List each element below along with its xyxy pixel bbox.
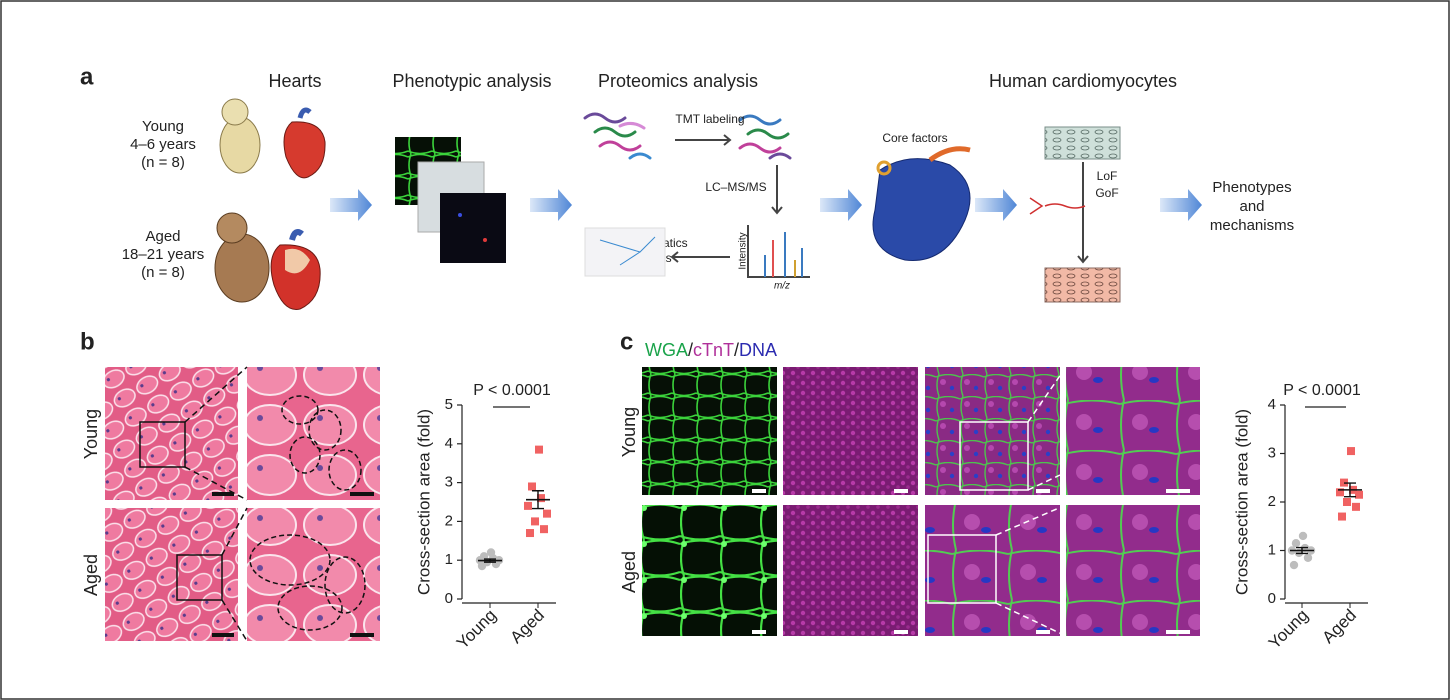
stain-name: cTnT <box>693 340 734 360</box>
y-axis-label: Cross-section area (fold) <box>1232 409 1251 595</box>
arrow <box>670 251 730 263</box>
phenotypic-images <box>395 137 506 263</box>
step-label: Core factors <box>882 131 947 145</box>
y-tick-label: 4 <box>1268 396 1276 413</box>
y-tick-label: 4 <box>445 435 453 452</box>
data-point <box>1347 447 1355 456</box>
axis-label: m/z <box>774 281 790 292</box>
row-label: Young <box>619 407 639 457</box>
row-label: Aged <box>81 554 101 596</box>
y-tick-label: 2 <box>445 512 453 529</box>
stain-name: DNA <box>739 340 777 360</box>
error-bar <box>484 558 496 563</box>
data-point <box>1291 539 1301 548</box>
network-icon <box>584 227 666 277</box>
y-axis-label: Cross-section area (fold) <box>414 409 433 595</box>
y-tick-label: 1 <box>1268 541 1276 558</box>
group-age: 4–6 years <box>130 136 196 153</box>
data-point <box>1303 553 1313 562</box>
p-value: P < 0.0001 <box>473 382 551 399</box>
arrows <box>330 189 1202 221</box>
arrow <box>675 134 732 146</box>
group-label: Aged <box>145 228 180 245</box>
data-point <box>1298 531 1308 541</box>
step-label: TMT labeling <box>675 112 744 126</box>
data-point <box>543 509 551 518</box>
arrow <box>771 165 783 215</box>
group-n: (n = 8) <box>141 264 185 281</box>
y-tick-label: 2 <box>1268 493 1276 510</box>
y-tick-label: 3 <box>1268 444 1276 461</box>
group-label: Young <box>142 118 184 135</box>
step-label: GoF <box>1095 186 1118 200</box>
header: Human cardiomyocytes <box>989 71 1177 91</box>
data-point <box>526 529 534 538</box>
data-point <box>1336 488 1344 497</box>
step-label: LoF <box>1097 169 1118 183</box>
spectrum-icon <box>747 225 810 278</box>
proteomics-icons <box>583 112 792 160</box>
y-tick-label: 1 <box>445 551 453 568</box>
fluorescence-images <box>642 366 1200 637</box>
data-point <box>1352 502 1360 511</box>
row-label: Aged <box>619 551 639 593</box>
error-bar <box>1296 546 1308 555</box>
data-point <box>540 525 548 534</box>
y-tick-label: 5 <box>445 396 453 413</box>
panel-label: a <box>80 63 94 90</box>
outcome: and <box>1239 198 1264 215</box>
y-tick-label: 0 <box>1268 590 1276 607</box>
panel-label: c <box>620 328 633 355</box>
stain-name: / <box>688 340 693 360</box>
data-point <box>486 548 496 557</box>
data-point <box>1343 498 1351 506</box>
panel-label: b <box>80 328 95 355</box>
data-point <box>537 494 545 503</box>
header: Phenotypic analysis <box>392 71 551 91</box>
error-bar <box>1344 482 1356 498</box>
header: Hearts <box>268 71 321 91</box>
stain-legend: WGA/cTnT/DNA <box>645 340 777 360</box>
y-tick-label: 3 <box>445 474 453 491</box>
data-point <box>1289 560 1299 570</box>
header: Proteomics analysis <box>598 71 758 91</box>
row-label: Young <box>81 409 101 459</box>
protein-icon <box>872 146 971 261</box>
data-point <box>1338 512 1346 521</box>
data-point <box>528 482 536 491</box>
y-tick-label: 0 <box>445 590 453 607</box>
histology-images <box>105 366 380 642</box>
stain-name: / <box>734 340 739 360</box>
illustration-aged <box>214 212 321 310</box>
data-point <box>1355 490 1363 499</box>
illustration-young <box>219 98 326 179</box>
outcome: mechanisms <box>1210 217 1294 234</box>
p-value: P < 0.0001 <box>1283 382 1361 399</box>
data-point <box>524 501 532 510</box>
step-label: LC–MS/MS <box>705 180 766 194</box>
axis-label: Intensity <box>738 232 749 269</box>
data-point <box>531 517 539 526</box>
group-n: (n = 8) <box>141 154 185 171</box>
error-bar <box>532 490 544 510</box>
cardiomyocyte-icons <box>1029 126 1121 303</box>
data-point <box>535 445 543 454</box>
outcome: Phenotypes <box>1212 179 1291 196</box>
stain-name: WGA <box>645 340 688 360</box>
group-age: 18–21 years <box>122 246 205 263</box>
